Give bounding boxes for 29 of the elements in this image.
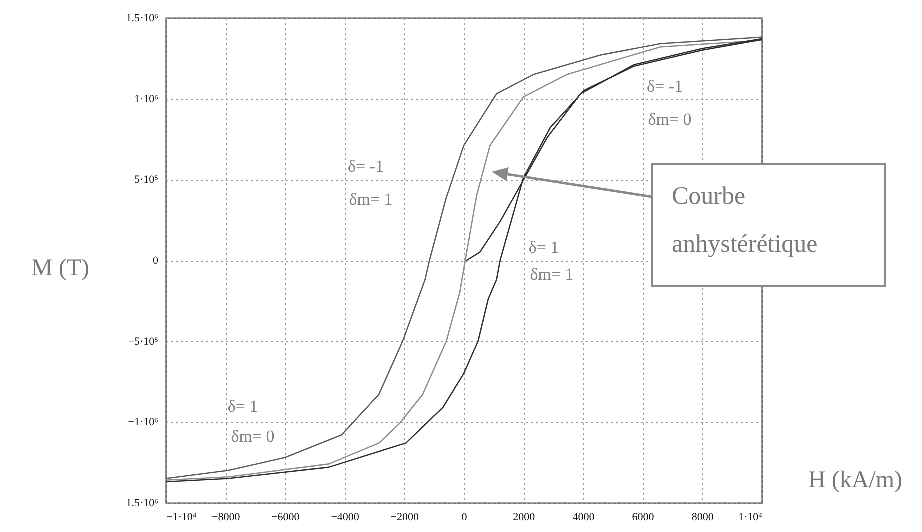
y-tick-label: −1·10⁶ [128, 416, 159, 429]
x-tick-label: 2000 [513, 512, 536, 524]
y-tick-label: 1·10⁶ [134, 93, 159, 106]
y-axis-title: M (T) [32, 256, 90, 282]
y-tick-label: 1.5·10⁶ [126, 12, 159, 24]
x-tick-label: −1·10⁴ [166, 512, 197, 524]
x-tick-label: 0 [462, 512, 468, 524]
annotation: δm= 1 [530, 265, 574, 284]
x-tick-label: −8000 [212, 512, 241, 524]
y-tick-label: −5·10⁵ [128, 336, 159, 348]
x-tick-label: −6000 [272, 512, 300, 524]
annotation: δm= 0 [648, 110, 692, 129]
annotation: δm= 0 [231, 427, 275, 446]
annotation: δ= -1 [348, 157, 384, 176]
annotation: δm= 1 [349, 190, 393, 209]
annotation: δ= -1 [646, 77, 684, 96]
x-tick-label: 1·10⁴ [738, 512, 763, 524]
x-axis-title: H (kA/m) [808, 468, 902, 494]
annotation: δ= 1 [228, 397, 258, 416]
annotation: Courbe anhystérétique [672, 183, 818, 258]
x-tick-label: 4000 [572, 512, 596, 524]
x-tick-label: 8000 [692, 512, 714, 524]
y-tick-label: 5·10⁵ [134, 174, 159, 186]
x-tick-label: −4000 [331, 512, 360, 524]
y-tick-label: 1.5·10⁶ [126, 498, 159, 510]
x-tick-label: −2000 [390, 512, 420, 524]
annotation: δ= 1 [528, 238, 560, 257]
x-tick-label: 6000 [632, 512, 655, 524]
y-tick-label: 0 [153, 255, 159, 267]
